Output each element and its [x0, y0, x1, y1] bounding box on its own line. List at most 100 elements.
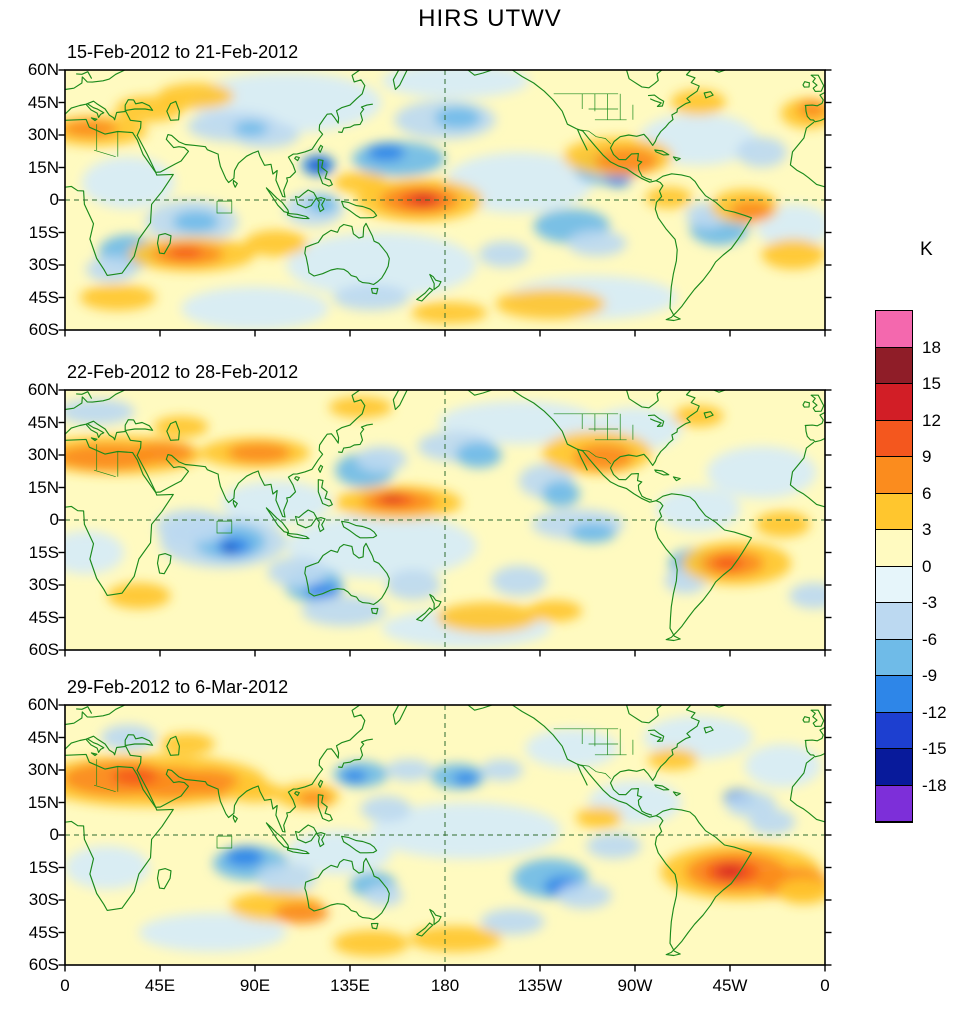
panel-title: 22-Feb-2012 to 28-Feb-2012 [67, 362, 299, 382]
lon-tick-label: 45E [144, 976, 176, 995]
anomaly-blob [749, 809, 796, 835]
anomaly-blob [86, 256, 137, 283]
map-svg [58, 389, 832, 657]
lon-tick-label: 90W [617, 976, 653, 995]
anomaly-blob [436, 602, 538, 633]
lon-tick-label: 180 [430, 976, 460, 995]
lon-tick-label: 135W [517, 976, 563, 995]
anomaly-blob [382, 494, 402, 502]
anomaly-blob [181, 286, 329, 330]
anomaly-blob [333, 930, 410, 957]
lat-tick-label: 45S [28, 607, 59, 627]
colorbar-tick-label: -3 [922, 593, 938, 612]
map-svg [58, 704, 832, 972]
panel-title: 29-Feb-2012 to 6-Mar-2012 [67, 677, 289, 697]
anomaly-blob [411, 301, 488, 324]
lat-tick-label: 0 [49, 825, 59, 844]
anomaly-blob [776, 878, 825, 905]
anomaly-blob [333, 171, 388, 194]
anomaly-blob [341, 770, 367, 783]
anomaly-blob [274, 902, 329, 924]
anomaly-blob [79, 284, 156, 311]
lat-tick-label: 45S [28, 287, 59, 307]
anomaly-blob [755, 511, 811, 538]
lon-tick-label: 45W [712, 976, 748, 995]
anomaly-blob [223, 544, 236, 553]
lat-tick-label: 15N [27, 792, 59, 812]
anomaly-blob [409, 926, 502, 952]
lat-tick-label: 60S [28, 955, 59, 974]
lat-tick-label: 60N [27, 695, 59, 714]
colorbar-cell [876, 530, 912, 567]
anomaly-blob [371, 802, 562, 859]
map-svg [58, 69, 832, 337]
anomaly-blob [286, 513, 477, 579]
anomaly-blob [569, 523, 616, 543]
anomaly-blob [573, 444, 633, 471]
lon-tick-label: 0 [820, 976, 830, 995]
colorbar-tick-label: 18 [922, 337, 941, 357]
anomaly-blob [381, 70, 530, 99]
colorbar-cell [876, 493, 912, 530]
anomaly-blob [233, 120, 268, 137]
lat-tick-label: 30S [28, 255, 59, 274]
panel-title: 15-Feb-2012 to 21-Feb-2012 [67, 42, 299, 62]
axis-ticks [58, 69, 832, 337]
lat-tick-label: 15S [28, 222, 59, 242]
colorbar-tick-label: 0 [922, 556, 932, 576]
anomaly-blob [789, 582, 825, 609]
anomaly-blob [286, 830, 393, 874]
anomaly-blob [673, 405, 724, 427]
coastlines [64, 704, 826, 957]
anomaly-blob [138, 913, 287, 952]
colorbar-cell [876, 639, 912, 676]
gridlines [65, 70, 825, 330]
anomaly-blob [385, 759, 433, 781]
anomaly-blob [556, 882, 612, 909]
colorbar-cell [876, 785, 912, 822]
anomaly-blob [301, 595, 386, 627]
anomaly-blob [328, 396, 393, 419]
colorbar-cell [876, 457, 912, 494]
lat-tick-label: 60N [27, 380, 59, 399]
anomaly-blob [176, 770, 241, 796]
anomaly-blob [438, 400, 600, 445]
lat-tick-label: 60N [27, 60, 59, 79]
anomaly-blob [364, 884, 403, 907]
map-panel-2: 22-Feb-2012 to 28-Feb-2012 60N 45N 30N 15N 0… [28, 362, 832, 659]
anomaly-blob [575, 806, 623, 829]
colorbar: K 18 15 12 9 6 3 0 -3 -6 -9 -12 -15 -18 [875, 239, 947, 823]
anomaly-blob [65, 845, 150, 890]
anomaly-blob [356, 446, 408, 473]
anomaly-blob [716, 865, 744, 878]
anomaly-blob [706, 446, 817, 499]
anomaly-blob [567, 230, 627, 257]
anomaly-blob [744, 744, 821, 788]
lat-tick-label: 0 [49, 510, 59, 529]
lat-tick-label: 30S [28, 575, 59, 594]
lat-tick-label: 15N [27, 477, 59, 497]
map-panel-1: 15-Feb-2012 to 21-Feb-2012 60N 45N 30N 15N 0… [28, 42, 832, 339]
anomaly-blob [100, 724, 156, 751]
country-borders [93, 413, 634, 534]
anomaly-blob [227, 443, 291, 463]
anomaly-blob [157, 83, 234, 109]
country-borders [93, 93, 634, 214]
anomaly-blob [267, 556, 327, 588]
colorbar-cell [876, 749, 912, 786]
colorbar-cell [876, 420, 912, 457]
anomaly-field [65, 396, 825, 648]
anomaly-blob [227, 780, 283, 803]
anomaly-blob [257, 863, 317, 894]
colorbar-cell [876, 566, 912, 603]
colorbar-cell [876, 603, 912, 640]
anomaly-blob [455, 442, 502, 468]
map-panel-3: 29-Feb-2012 to 6-Mar-2012 60N 45N 30N 15N 0 1… [28, 677, 832, 995]
colorbar-cell [876, 676, 912, 713]
anomaly-blob [172, 210, 220, 233]
colorbar-cell [876, 384, 912, 421]
anomaly-blob [366, 143, 405, 161]
lat-tick-label: 45N [27, 727, 59, 747]
anomaly-blob [434, 106, 481, 129]
